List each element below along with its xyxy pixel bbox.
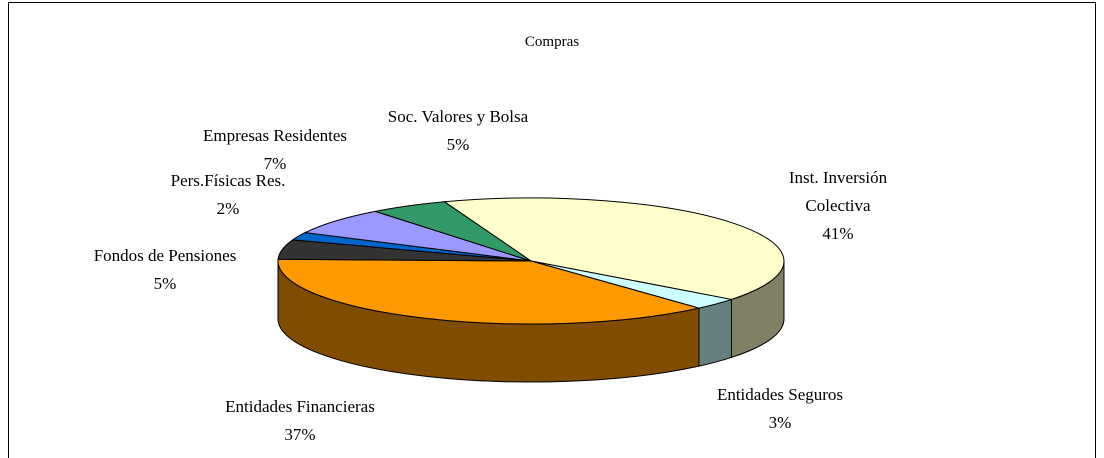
pie-slice xyxy=(303,210,532,262)
category-label: Soc. Valores y Bolsa xyxy=(387,107,529,126)
chart-title: Compras xyxy=(524,34,580,50)
chart-border xyxy=(8,2,1096,458)
value-label: 5% xyxy=(153,274,177,293)
data-label: Empresas Residentes 7% xyxy=(165,122,385,178)
data-label: Entidades Financieras 37% xyxy=(180,393,420,449)
pie-slice xyxy=(443,197,785,300)
value-label: 2% xyxy=(216,199,240,218)
data-label: Soc. Valores y Bolsa 5% xyxy=(338,103,578,159)
data-label: Fondos de Pensiones 5% xyxy=(45,242,285,298)
category-label: Entidades Seguros xyxy=(716,385,844,404)
category-label: Pers.Físicas Res. xyxy=(170,171,286,190)
data-label: Entidades Seguros 3% xyxy=(680,381,880,437)
data-label: Inst. Inversión Colectiva 41% xyxy=(768,164,908,248)
category-label: Entidades Financieras xyxy=(225,397,375,416)
value-label: 7% xyxy=(263,154,287,173)
pie-slice xyxy=(277,258,700,325)
category-label: Empresas Residentes xyxy=(203,126,347,145)
value-label: 3% xyxy=(768,413,792,432)
value-label: 5% xyxy=(446,135,470,154)
data-label: Pers.Físicas Res. 2% xyxy=(128,167,328,223)
pie-slice-side xyxy=(698,298,732,367)
pie-slice xyxy=(375,201,532,262)
category-label: Fondos de Pensiones xyxy=(93,246,237,265)
category-label: Inst. Inversión Colectiva xyxy=(788,168,888,215)
value-label: 41% xyxy=(822,224,854,243)
value-label: 37% xyxy=(284,425,316,444)
